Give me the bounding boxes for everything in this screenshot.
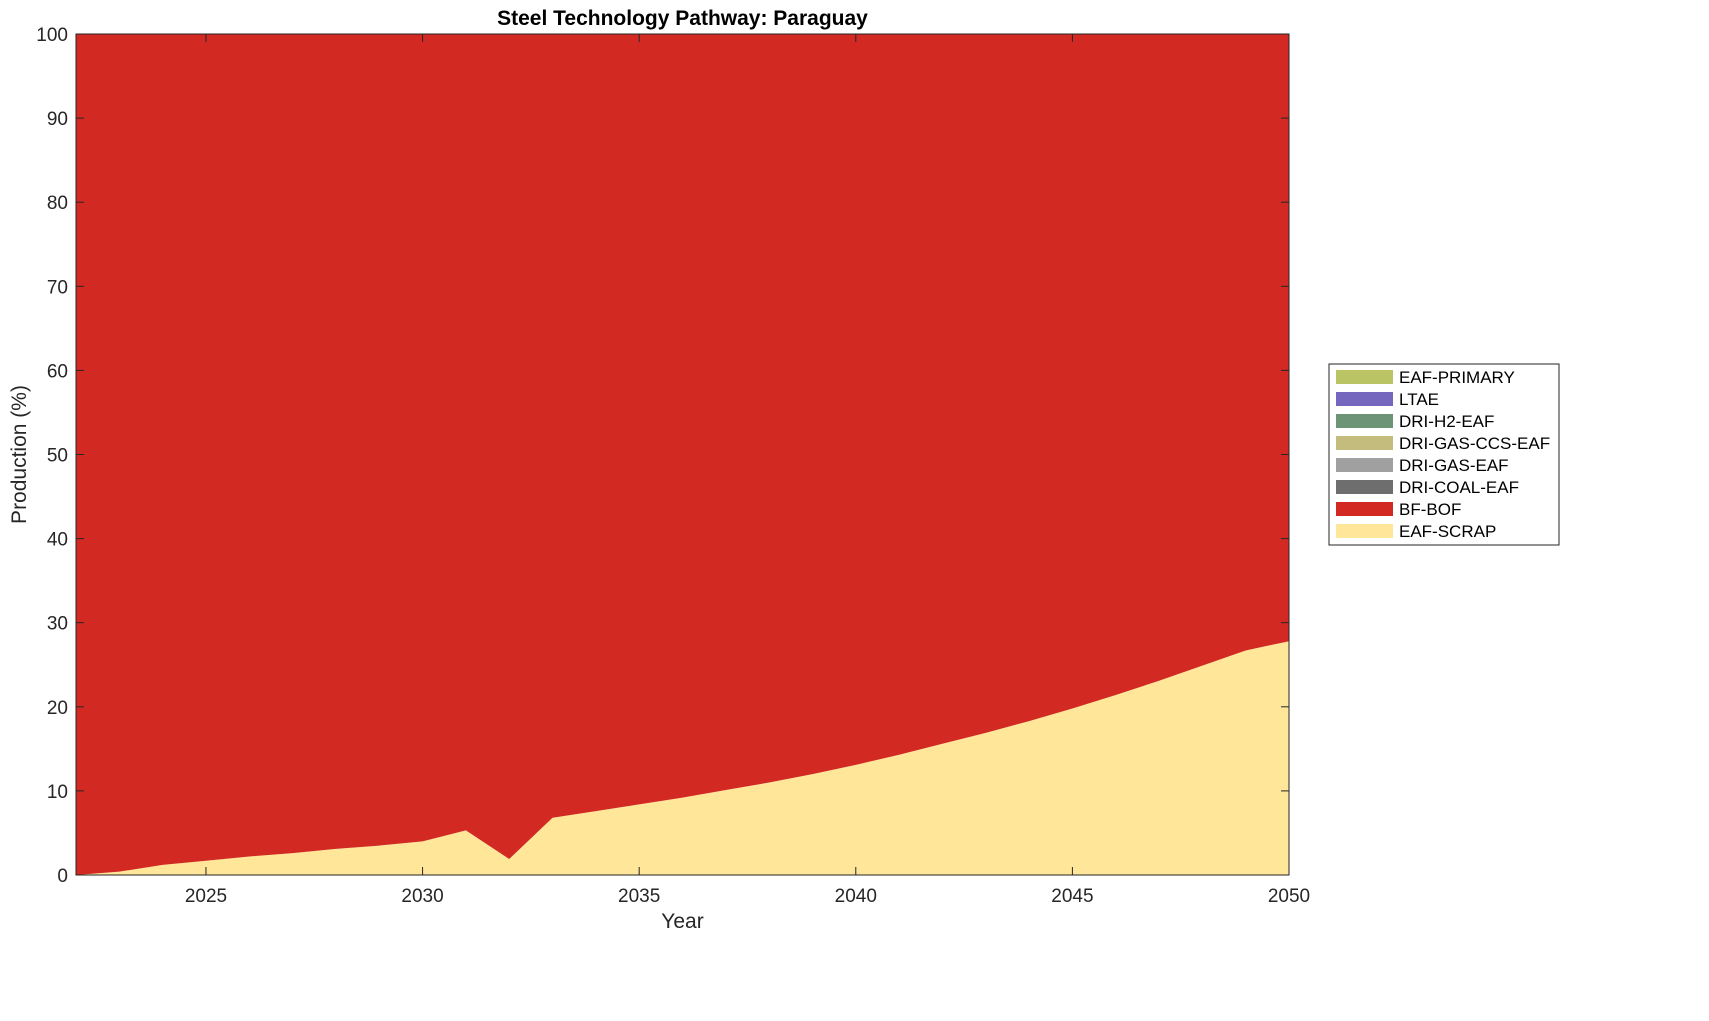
legend-swatch-dri-gas-eaf (1336, 458, 1393, 472)
legend: EAF-PRIMARY LTAE DRI-H2-EAF DRI-GAS-CCS-EAF… (1328, 363, 1560, 546)
y-tick-label: 40 (47, 530, 68, 551)
y-tick-label: 10 (47, 782, 68, 803)
y-tick-label: 30 (47, 614, 68, 635)
legend-swatch-dri-h2-eaf (1336, 414, 1393, 428)
y-tick-label: 90 (47, 109, 68, 130)
y-axis-label: Production (%) (8, 385, 31, 524)
y-tick-label: 100 (36, 25, 68, 46)
x-tick-label: 2025 (185, 886, 227, 907)
x-tick-label: 2045 (1051, 886, 1093, 907)
x-tick-label: 2050 (1268, 886, 1310, 907)
chart-title: Steel Technology Pathway: Paraguay (497, 7, 868, 30)
y-tick-label: 80 (47, 193, 68, 214)
y-tick-label: 70 (47, 277, 68, 298)
legend-label-eaf-scrap: EAF-SCRAP (1399, 522, 1496, 541)
legend-swatch-bf-bof (1336, 502, 1393, 516)
legend-label-dri-gas-ccs-eaf: DRI-GAS-CCS-EAF (1399, 434, 1550, 453)
legend-swatch-eaf-scrap (1336, 524, 1393, 538)
x-tick-label: 2035 (618, 886, 660, 907)
x-tick-label: 2040 (835, 886, 877, 907)
area-bf-bof (76, 34, 1289, 875)
x-axis-label: Year (661, 910, 703, 933)
legend-label-dri-gas-eaf: DRI-GAS-EAF (1399, 456, 1509, 475)
legend-swatch-eaf-primary (1336, 370, 1393, 384)
x-tick-label: 2030 (401, 886, 443, 907)
y-tick-label: 20 (47, 698, 68, 719)
legend-label-eaf-primary: EAF-PRIMARY (1399, 368, 1515, 387)
stacked-areas (76, 34, 1289, 875)
area-eaf-scrap (76, 641, 1289, 875)
legend-label-bf-bof: BF-BOF (1399, 500, 1461, 519)
y-tick-label: 60 (47, 361, 68, 382)
y-tick-label: 0 (57, 866, 68, 887)
legend-label-dri-coal-eaf: DRI-COAL-EAF (1399, 478, 1519, 497)
legend-swatch-dri-gas-ccs-eaf (1336, 436, 1393, 450)
legend-label-dri-h2-eaf: DRI-H2-EAF (1399, 412, 1494, 431)
legend-label-ltae: LTAE (1399, 390, 1439, 409)
legend-swatch-dri-coal-eaf (1336, 480, 1393, 494)
legend-swatch-ltae (1336, 392, 1393, 406)
y-tick-label: 50 (47, 446, 68, 467)
